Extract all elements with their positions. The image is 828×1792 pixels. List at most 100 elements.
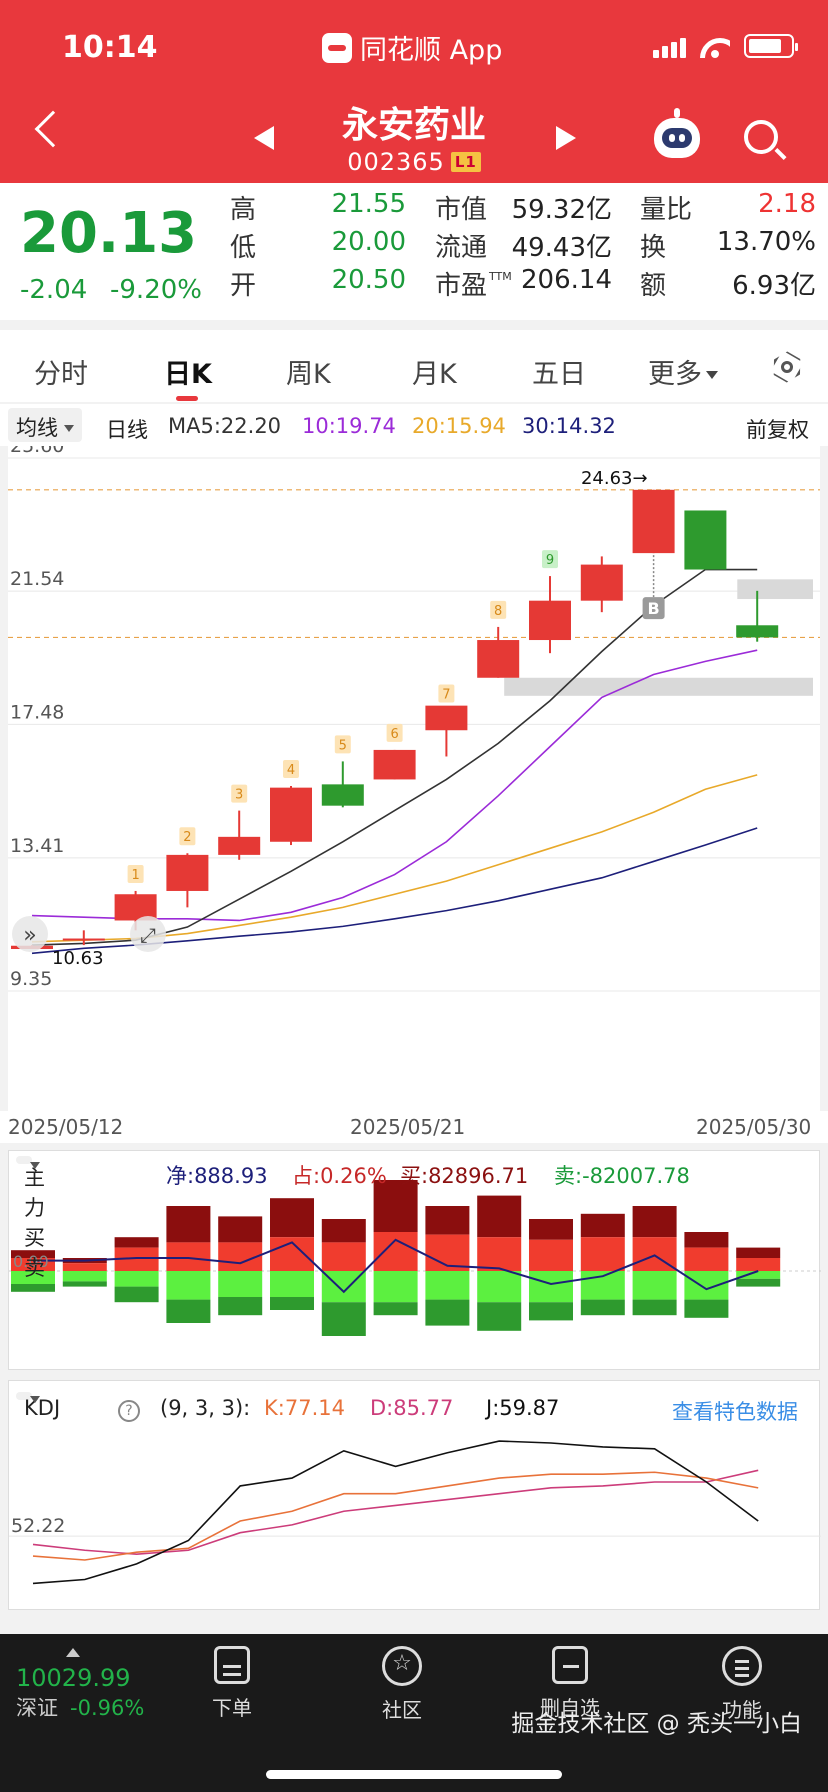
remove-watchlist-icon	[552, 1646, 588, 1684]
tab-intraday[interactable]: 分时	[34, 359, 88, 390]
sequence-marker-bg	[542, 550, 558, 569]
sequence-marker-bg	[127, 864, 144, 883]
robot-assistant-icon[interactable]	[654, 108, 700, 158]
active-tab-indicator	[176, 396, 198, 401]
net-flow-line	[33, 1238, 759, 1294]
next-stock-icon[interactable]	[556, 126, 576, 150]
kdj-j-line	[32, 1440, 759, 1585]
sell-bar	[736, 1271, 781, 1279]
sell-bar	[166, 1271, 211, 1300]
index-name: 深证	[16, 1696, 58, 1720]
date-label-start: 2025/05/12	[8, 1115, 124, 1139]
kdj-panel[interactable]: 52.22	[8, 1380, 821, 1610]
sell-bar	[632, 1271, 677, 1300]
sequence-marker: 9	[546, 553, 554, 568]
candlestick-chart[interactable]: 25.60 21.54 17.48 13.41 9.35 1 2 3 4 5 6 7 8 9 B 24.63→…	[8, 435, 820, 1111]
index-value: 10029.99	[16, 1664, 131, 1692]
volratio-value: 2.18	[758, 189, 816, 219]
nav-functions[interactable]: 功能	[692, 1646, 792, 1723]
y-tick-label: 21.54	[10, 568, 64, 590]
sequence-marker-bg	[334, 735, 351, 754]
main-force-selector[interactable]: 主力买卖	[16, 1156, 45, 1280]
tab-more[interactable]: 更多	[648, 352, 718, 391]
big-buy-bar	[632, 1206, 677, 1238]
sequence-marker: 7	[442, 688, 450, 703]
turnover-value: 13.70%	[716, 227, 816, 257]
y-tick-label: 13.41	[10, 835, 64, 857]
support-resistance-zone	[737, 579, 813, 600]
zero-label: 0.00	[13, 1252, 49, 1271]
sell-bar	[62, 1271, 107, 1282]
kdj-selector[interactable]: KDJ	[16, 1392, 60, 1420]
big-buy-bar	[218, 1216, 263, 1243]
buy-bar	[529, 1239, 573, 1271]
candle-body	[425, 705, 468, 731]
float-label: 流通	[435, 233, 488, 263]
buy-bar	[580, 1237, 625, 1271]
big-sell-bar	[477, 1302, 522, 1331]
price-change-pct: -9.20%	[110, 275, 202, 305]
current-price: 20.13	[20, 201, 198, 266]
ma5-value: MA5:22.20	[168, 414, 282, 438]
kdj-svg: 52.22	[9, 1440, 821, 1585]
stock-code-row: 002365 L1	[0, 148, 828, 176]
pe-label: 市盈 TTM	[435, 270, 512, 301]
candle-body	[373, 749, 416, 780]
high-value: 21.55	[331, 189, 406, 219]
adjust-mode[interactable]: 前复权	[746, 418, 809, 442]
nav-order-label: 下单	[212, 1696, 252, 1720]
functions-menu-icon	[722, 1646, 762, 1686]
kdj-d-line	[32, 1469, 759, 1555]
tab-five-day[interactable]: 五日	[532, 359, 586, 390]
ma-legend-row: 均线 日线 MA5:22.20 10:19.74 20:15.94 30:14.…	[0, 404, 828, 446]
sequence-marker: 2	[183, 830, 191, 845]
pe-value: 206.14	[521, 265, 612, 295]
amount-label: 额	[640, 271, 667, 301]
candle-body	[632, 489, 675, 554]
ttm-superscript: TTM	[489, 270, 512, 283]
sequence-marker: 3	[235, 788, 243, 803]
indicator-selector[interactable]: 均线	[8, 408, 82, 442]
nav-remove-watchlist[interactable]: 删自选	[520, 1646, 620, 1721]
index-ticker[interactable]: 10029.99 深证 -0.96%	[16, 1648, 144, 1722]
candle-body	[166, 854, 209, 891]
main-force-sell: 卖:-82007.78	[554, 1164, 690, 1188]
big-sell-bar	[270, 1297, 314, 1310]
ma20-value: 20:15.94	[412, 414, 506, 438]
big-buy-bar	[477, 1195, 522, 1238]
prev-stock-icon[interactable]	[254, 126, 274, 150]
chevron-down-icon	[30, 1162, 40, 1169]
main-force-buy: 买:82896.71	[400, 1164, 529, 1188]
amount-value: 6.93亿	[732, 271, 816, 301]
candle-body	[684, 510, 727, 570]
fullscreen-button-bg	[130, 916, 166, 952]
quote-panel: 20.13 -2.04 -9.20% 高 21.55 低 20.00 开 20.…	[0, 183, 828, 320]
buy-bar	[321, 1242, 366, 1271]
candlestick-svg: 25.60 21.54 17.48 13.41 9.35 1 2 3 4 5 6 7 8 9 B 24.63→…	[8, 435, 820, 992]
big-sell-bar	[321, 1302, 366, 1336]
home-indicator[interactable]	[266, 1770, 562, 1779]
status-time: 10:14	[62, 30, 158, 65]
candle-body	[529, 600, 571, 641]
stock-code: 002365	[347, 148, 445, 176]
big-buy-bar	[321, 1219, 366, 1243]
sell-bar	[11, 1271, 55, 1284]
sequence-marker: 6	[390, 727, 398, 742]
kdj-header: KDJ ? (9, 3, 3): K:77.14 D:85.77 J:59.87…	[0, 1392, 828, 1428]
y-tick-label: 9.35	[10, 968, 52, 990]
app-icon	[322, 32, 352, 63]
tab-monthly-k[interactable]: 月K	[412, 359, 457, 390]
ma10-value: 10:19.74	[302, 414, 396, 438]
tab-weekly-k[interactable]: 周K	[286, 359, 331, 390]
sell-bar	[425, 1271, 470, 1300]
y-tick-label: 17.48	[10, 701, 64, 723]
watermark: 掘金技术社区 @ 秃头一小白	[511, 1711, 802, 1737]
main-force-panel[interactable]: 0.00	[8, 1150, 821, 1370]
open-label: 开	[230, 271, 257, 301]
nav-community[interactable]: 社区	[352, 1646, 452, 1723]
search-icon[interactable]	[744, 120, 778, 154]
view-feature-data-link[interactable]: 查看特色数据	[672, 1400, 798, 1424]
tab-daily-k[interactable]: 日K	[164, 359, 212, 390]
status-app-name: 同花顺 App	[360, 35, 503, 66]
nav-order[interactable]: 下单	[182, 1646, 282, 1721]
